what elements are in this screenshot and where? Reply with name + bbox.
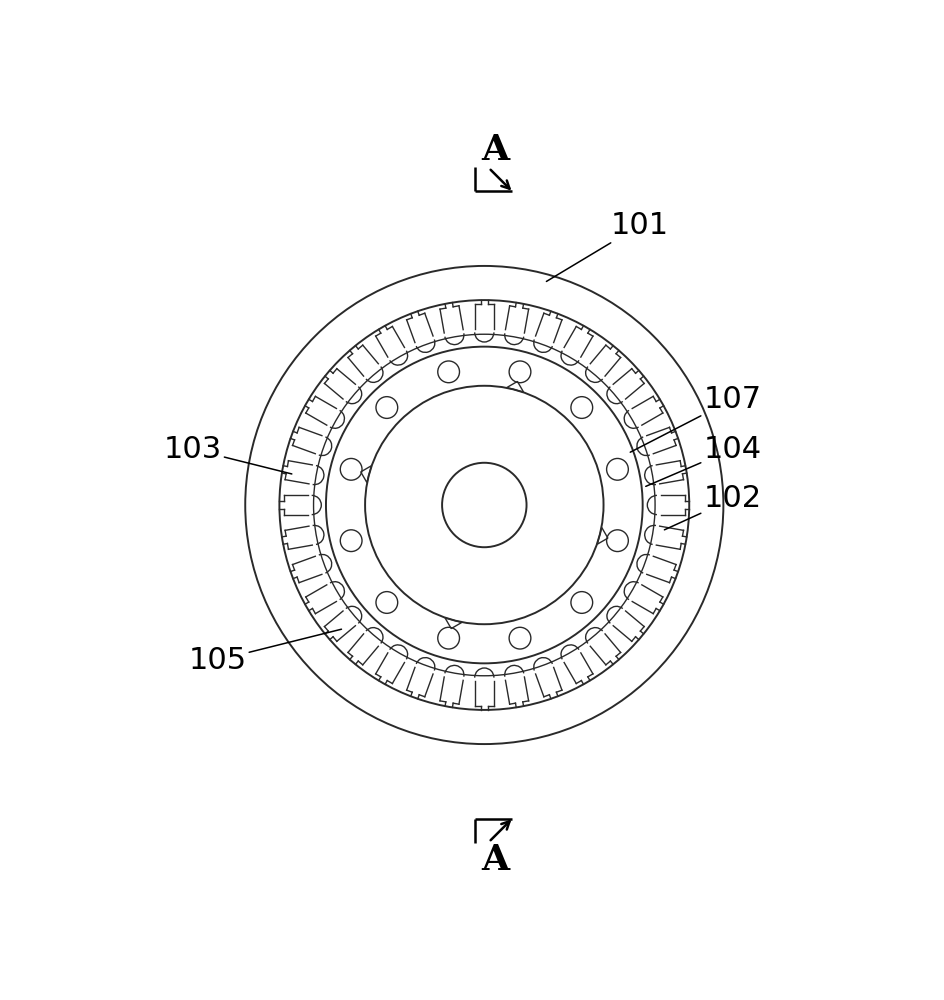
Text: 104: 104 <box>645 435 761 486</box>
Text: 102: 102 <box>664 484 761 530</box>
Text: 107: 107 <box>630 385 761 452</box>
Text: 101: 101 <box>546 211 668 281</box>
Text: A: A <box>480 843 509 877</box>
Text: 103: 103 <box>163 435 292 474</box>
Text: 105: 105 <box>188 629 341 675</box>
Text: A: A <box>480 133 509 167</box>
